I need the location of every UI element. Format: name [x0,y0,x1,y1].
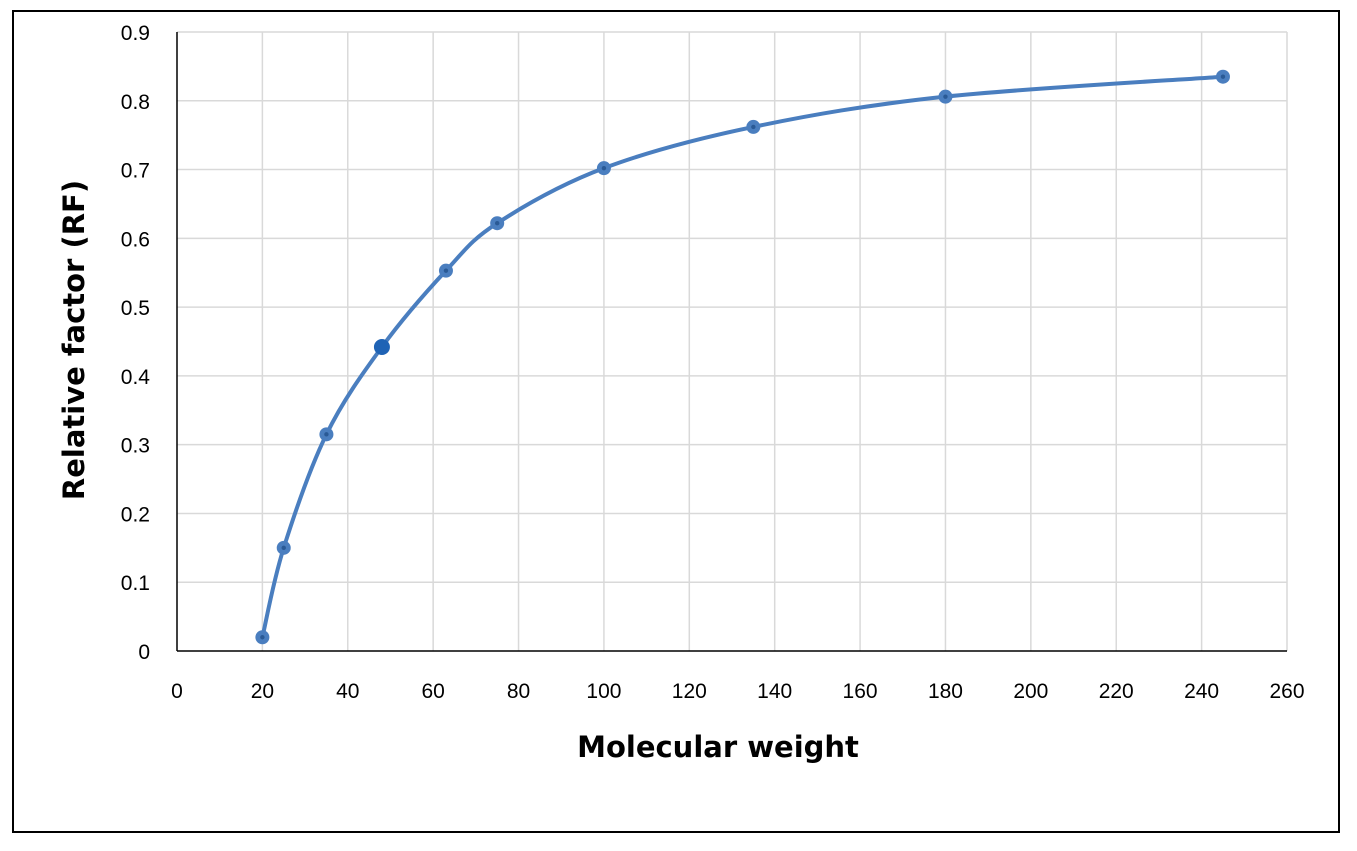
x-axis-title: Molecular weight [577,730,859,764]
x-tick-label: 160 [843,680,878,703]
tick-labels: 0 20 40 60 80 100 120 140 160 180 200 220 240 260 0 0.1… [121,22,1305,703]
y-tick-label: 0 [138,641,150,664]
x-tick-label: 180 [928,680,963,703]
x-tick-label: 120 [672,680,707,703]
y-tick-label: 0.4 [121,366,151,389]
y-tick-label: 0.3 [121,435,150,458]
y-tick-label: 0.1 [121,572,150,595]
y-tick-label: 0.9 [121,22,150,45]
y-tick-label: 0.8 [121,91,150,114]
x-tick-label: 200 [1013,680,1048,703]
series [255,69,1230,645]
x-tick-label: 0 [171,680,183,703]
data-point [373,339,390,356]
data-point-center [751,124,756,130]
x-tick-label: 60 [421,680,444,703]
data-point-center [601,165,607,171]
data-point-center [281,545,286,551]
x-tick-label: 140 [757,680,792,703]
data-point-center [260,635,265,640]
x-tick-label: 260 [1269,680,1304,703]
x-tick-label: 100 [586,680,621,703]
y-tick-label: 0.2 [121,503,150,526]
x-tick-label: 220 [1099,680,1134,703]
y-tick-label: 0.5 [121,297,150,320]
y-tick-label: 0.7 [121,160,150,183]
x-tick-label: 80 [507,680,530,703]
data-point-center [494,221,500,226]
data-point-center [1220,74,1226,79]
data-point-center [324,432,329,437]
x-tick-label: 40 [336,680,359,703]
y-tick-label: 0.6 [121,228,150,251]
grid [177,31,1288,651]
data-point-center [943,94,948,99]
data-point-center [443,268,449,273]
x-tick-label: 20 [251,680,274,703]
y-axis-title: Relative factor (RF) [57,180,91,500]
series-line [260,74,1225,640]
x-tick-label: 240 [1184,680,1219,703]
axes [176,32,1287,652]
